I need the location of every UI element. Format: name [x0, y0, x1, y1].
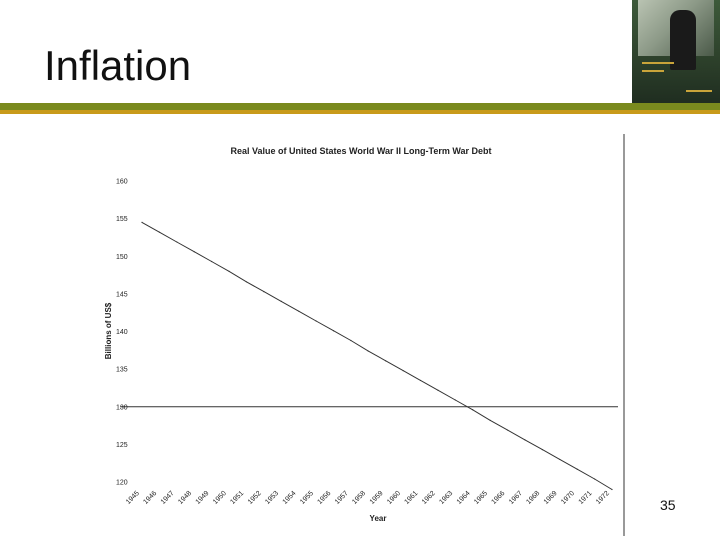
x-tick-label: 1952 [247, 490, 263, 506]
data-point [489, 419, 491, 421]
y-tick-label: 160 [116, 179, 128, 186]
data-point [228, 270, 230, 272]
data-point [245, 281, 248, 283]
cover-subtitle-mark [642, 70, 664, 72]
data-point [315, 320, 317, 322]
data-point [350, 339, 352, 342]
data-point [176, 241, 178, 243]
data-point [280, 300, 282, 302]
x-tick-label: 1956 [316, 490, 332, 506]
y-tick-label: 145 [116, 291, 128, 298]
x-tick-label: 1951 [229, 490, 245, 506]
data-point [472, 409, 474, 411]
x-tick-label: 1955 [299, 490, 315, 506]
y-axis-title: Billions of US$ [104, 302, 113, 359]
data-point [593, 478, 596, 480]
data-point [611, 488, 613, 491]
x-tick-label: 1963 [438, 490, 454, 506]
x-tick-label: 1948 [177, 490, 193, 506]
cover-author-mark [686, 90, 712, 92]
book-cover-image [632, 0, 720, 104]
x-tick-label: 1966 [491, 490, 507, 506]
data-point [402, 370, 404, 372]
cover-title-mark [642, 62, 674, 64]
y-tick-label: 120 [116, 480, 128, 487]
x-tick-label: 1969 [543, 490, 559, 506]
data-point [193, 251, 195, 253]
x-tick-label: 1960 [386, 490, 402, 506]
series-line [141, 221, 613, 490]
header-rule-gold [0, 110, 720, 114]
data-point [141, 221, 143, 223]
data-point [437, 389, 439, 391]
y-axis: 160 155 150 145 140 135 130 125 120 [116, 179, 128, 487]
cover-figure [670, 10, 696, 70]
data-point [385, 360, 387, 362]
x-tick-label: 1949 [195, 490, 211, 506]
x-tick-label: 1950 [212, 490, 228, 506]
x-tick-label: 1946 [142, 490, 158, 506]
x-tick-label: 1958 [351, 490, 367, 506]
y-tick-label: 135 [116, 367, 128, 374]
x-tick-label: 1965 [473, 490, 489, 506]
x-tick-label: 1971 [578, 490, 594, 506]
data-point [541, 449, 543, 451]
data-point [332, 330, 335, 332]
x-tick-label: 1970 [560, 490, 576, 506]
x-tick-label: 1967 [508, 490, 524, 506]
y-tick-label: 150 [116, 254, 128, 261]
y-tick-label: 130 [116, 404, 128, 411]
x-tick-label: 1947 [160, 490, 176, 506]
data-point [298, 310, 300, 312]
x-tick-label: 1961 [403, 490, 419, 506]
y-tick-label: 155 [116, 216, 128, 223]
header-rule-green [0, 103, 720, 110]
data-point [367, 350, 369, 352]
slide-title: Inflation [44, 42, 192, 89]
y-tick-label: 140 [116, 329, 128, 336]
data-point [454, 399, 456, 401]
x-tick-label: 1964 [456, 490, 472, 506]
x-axis-title: Year [370, 514, 387, 523]
data-point [158, 231, 161, 233]
page-number: 35 [660, 497, 676, 513]
x-tick-label: 1953 [264, 490, 280, 506]
y-tick-label: 125 [116, 442, 128, 449]
x-tick-label: 1968 [525, 490, 541, 506]
data-point [576, 468, 578, 470]
x-tick-label: 1962 [421, 490, 437, 506]
x-tick-label: 1957 [334, 490, 350, 506]
x-tick-label: 1959 [369, 490, 385, 506]
data-point [263, 291, 265, 293]
x-axis: 1945 1946 1947 1948 1949 1950 1951 1952 1953 1954… [125, 490, 611, 506]
series-points [141, 221, 613, 491]
chart-title: Real Value of United States World War II… [230, 146, 491, 156]
data-point [559, 458, 561, 461]
x-tick-label: 1945 [125, 490, 141, 506]
x-tick-label: 1972 [595, 490, 611, 506]
data-point [419, 379, 422, 382]
data-point [211, 260, 213, 263]
x-tick-label: 1954 [282, 490, 298, 506]
data-point [506, 429, 509, 431]
data-point [524, 439, 526, 441]
